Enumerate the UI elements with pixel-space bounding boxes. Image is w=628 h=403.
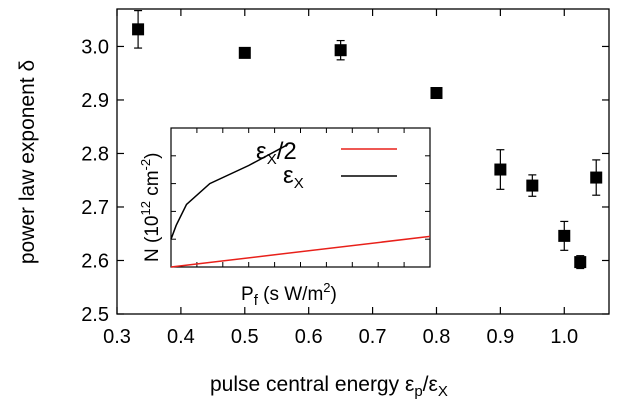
plot-frame — [116, 8, 610, 315]
x-tick-label: 0.9 — [486, 326, 514, 348]
y-tick-label: 2.7 — [81, 197, 109, 219]
inset-legend: εX/2 εX — [256, 138, 397, 192]
inset-series-line — [170, 235, 431, 268]
x-tick-label: 0.3 — [103, 326, 131, 348]
inset-frame — [170, 127, 431, 268]
y-tick-label: 2.8 — [81, 143, 109, 165]
x-tick-label: 0.7 — [359, 326, 387, 348]
y-axis-ticks: 2.5 2.6 2.7 2.8 2.9 3.0 — [81, 36, 609, 326]
data-point — [494, 163, 507, 176]
x-tick-label: 0.4 — [167, 326, 195, 348]
data-point — [574, 256, 587, 269]
data-point — [590, 171, 603, 184]
inset-y-axis-label: N (1012 cm-2) — [138, 153, 163, 262]
data-point — [430, 87, 443, 100]
x-tick-label: 0.5 — [231, 326, 259, 348]
legend-label-half: εX/2 — [256, 138, 297, 168]
inset-series-line — [170, 144, 288, 240]
data-point — [334, 44, 347, 57]
data-points — [132, 10, 603, 270]
x-axis-ticks: 0.3 0.4 0.5 0.6 0.7 0.8 0.9 1.0 — [103, 9, 578, 348]
x-tick-label: 0.6 — [295, 326, 323, 348]
y-axis-label: power law exponent δ — [16, 60, 39, 264]
data-point — [238, 46, 251, 59]
data-point — [526, 179, 539, 192]
data-point — [132, 23, 145, 36]
x-tick-label: 0.8 — [423, 326, 451, 348]
data-point — [558, 229, 571, 242]
x-tick-label: 1.0 — [550, 326, 578, 348]
x-axis-label: pulse central energy εp/εX — [210, 373, 448, 400]
y-tick-label: 2.5 — [81, 304, 109, 326]
y-tick-label: 2.9 — [81, 90, 109, 112]
legend-label-full: εX — [283, 162, 304, 192]
y-tick-label: 2.6 — [81, 250, 109, 272]
inset-x-axis-label: Pf (s W/m2) — [241, 280, 337, 309]
y-tick-label: 3.0 — [81, 36, 109, 58]
inset-chart: εX/2 εX Pf (s W/m2) N (1012 cm-2) — [138, 127, 431, 309]
inset-lines — [170, 144, 431, 268]
